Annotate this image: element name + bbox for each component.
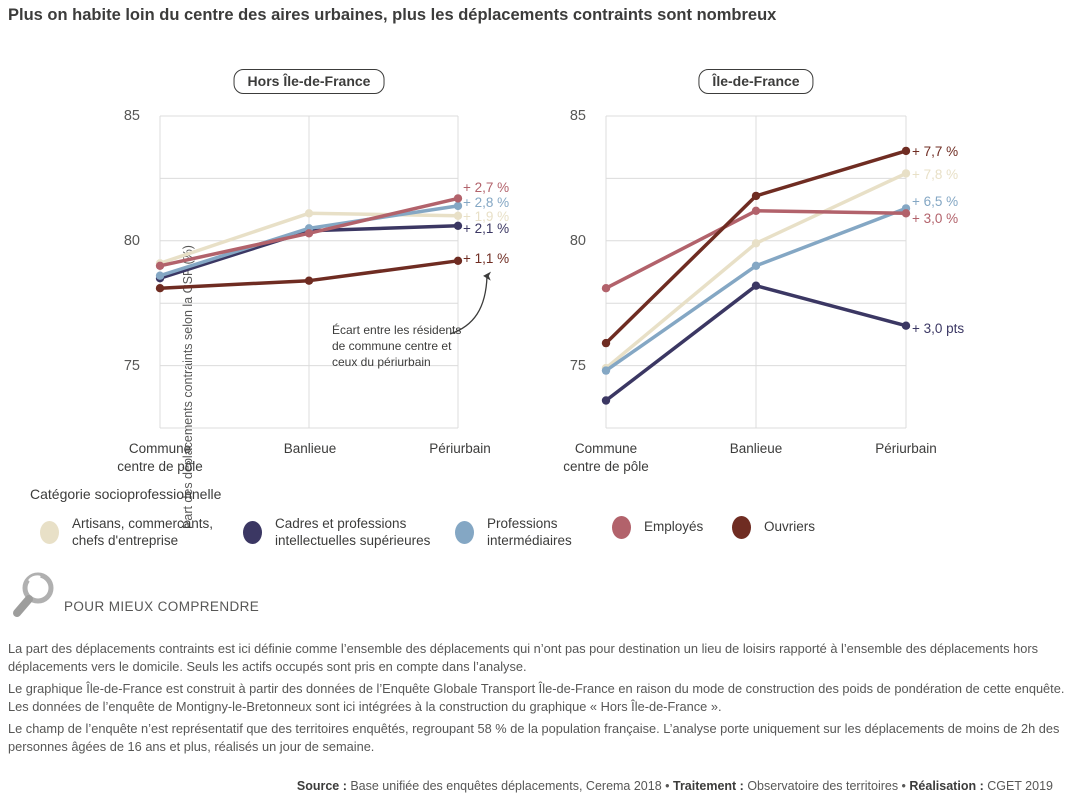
realisation-label: Réalisation : xyxy=(909,779,984,793)
y-tick-label: 75 xyxy=(569,357,586,374)
legend-item: Professions intermédiaires xyxy=(455,516,572,550)
data-point-steel xyxy=(601,366,611,375)
data-point-rose xyxy=(155,261,165,270)
gap-label-navy: + 2,1 % xyxy=(463,220,510,236)
legend-dot-icon xyxy=(612,516,631,539)
source-value: Base unifiée des enquêtes déplacements, … xyxy=(346,779,673,793)
legend-label: Professions intermédiaires xyxy=(487,516,572,548)
legend-label: Ouvriers xyxy=(764,519,816,535)
data-point-beige xyxy=(453,211,463,220)
note-paragraph-1: La part des déplacements contraints est … xyxy=(8,641,1039,675)
data-point-brown xyxy=(601,338,611,348)
gap-label-steel: + 2,8 % xyxy=(463,194,510,210)
data-point-brown xyxy=(901,146,911,156)
legend-label: Employés xyxy=(644,519,704,535)
legend-label: Cadres et professions intellectuelles su… xyxy=(275,516,431,548)
data-point-brown xyxy=(453,256,463,265)
y-tick-label: 85 xyxy=(569,108,586,124)
y-tick-label: 75 xyxy=(123,357,140,374)
legend-dot-icon xyxy=(40,521,59,545)
gap-label-beige: + 7,8 % xyxy=(912,167,959,183)
legend-label: Artisans, commercants, chefs d'entrepris… xyxy=(72,516,214,548)
legend-dot-icon xyxy=(455,521,474,545)
note-paragraph-2: Le graphique Île-de-France est construit… xyxy=(8,681,1065,715)
chart-hors-ile-de-france: Part des déplacements contraints selon l… xyxy=(117,108,509,529)
gap-label-rose: + 3,0 % xyxy=(912,211,959,227)
data-point-rose xyxy=(901,209,911,218)
legend: Artisans, commercants, chefs d'entrepris… xyxy=(0,516,1080,562)
y-tick-label: 80 xyxy=(569,232,586,249)
panel-label-idf: Île-de-France xyxy=(698,69,814,94)
data-point-rose xyxy=(304,229,314,238)
source-label: Source : xyxy=(296,779,347,793)
data-point-navy xyxy=(751,281,761,290)
x-tick-label: Périurbain xyxy=(875,441,937,456)
data-point-rose xyxy=(601,284,611,293)
x-tick-label: Banlieue xyxy=(729,441,783,456)
data-point-steel xyxy=(155,271,165,280)
legend-title: Catégorie socioprofessionnelle xyxy=(30,486,222,502)
legend-dot-icon xyxy=(732,516,751,539)
gap-label-navy: + 3,0 pts xyxy=(912,320,965,336)
legend-item: Artisans, commercants, chefs d'entrepris… xyxy=(40,516,213,550)
legend-dot-icon xyxy=(243,521,262,545)
y-tick-labels: 75 80 85 xyxy=(108,108,148,428)
realisation-value: CGET 2019 xyxy=(983,779,1053,793)
x-tick-label: Périurbain xyxy=(429,441,491,456)
magnifier-icon xyxy=(13,572,54,617)
chart-ile-de-france: 75 80 85 Commune centre de pôle Banlieue Pér… xyxy=(563,108,964,474)
data-point-navy xyxy=(453,221,463,230)
legend-item: Ouvriers xyxy=(732,516,815,539)
data-point-beige xyxy=(304,209,314,218)
data-point-navy xyxy=(601,396,611,405)
gap-label-rose: + 2,7 % xyxy=(463,180,510,196)
note-heading: POUR MIEUX COMPRENDRE xyxy=(64,599,260,614)
annotation-gap-explainer: Écart entre les résidents de commune cen… xyxy=(332,323,462,369)
data-point-rose xyxy=(751,206,761,215)
page-title: Plus on habite loin du centre des aires … xyxy=(8,6,777,24)
data-point-rose xyxy=(453,194,463,203)
y-tick-label: 80 xyxy=(123,232,140,249)
note-paragraph-3: Le champ de l’enquête n’est représentati… xyxy=(8,721,1060,755)
x-tick-label: Commune centre de pôle xyxy=(117,441,203,474)
traitement-value: Observatoire des territoires • xyxy=(743,779,910,793)
y-tick-label: 85 xyxy=(123,108,140,124)
traitement-label: Traitement : xyxy=(673,779,744,793)
data-point-brown xyxy=(751,191,761,201)
source-line: Source : Base unifiée des enquêtes dépla… xyxy=(297,779,1053,793)
data-point-navy xyxy=(901,321,911,330)
gap-label-steel: + 6,5 % xyxy=(912,194,959,210)
plot-area-idf xyxy=(601,115,911,429)
data-point-beige xyxy=(901,169,911,178)
data-point-steel xyxy=(751,261,761,270)
gap-label-beige: + 1,9 % xyxy=(463,208,510,224)
data-point-brown xyxy=(155,284,165,293)
data-point-beige xyxy=(751,239,761,248)
x-tick-label: Commune centre de pôle xyxy=(563,441,649,474)
gap-label-brown: + 1,1 % xyxy=(463,250,510,266)
x-tick-label: Banlieue xyxy=(283,441,337,456)
y-tick-labels: 75 80 85 xyxy=(554,108,594,428)
panel-label-hors-idf: Hors Île-de-France xyxy=(233,69,385,94)
data-point-brown xyxy=(304,276,314,285)
legend-item: Cadres et professions intellectuelles su… xyxy=(243,516,430,550)
legend-item: Employés xyxy=(612,516,703,539)
annotation-arrow-icon xyxy=(449,271,492,335)
data-point-steel xyxy=(453,201,463,211)
plot-area-hors-idf xyxy=(155,115,463,429)
gap-label-brown: + 7,7 % xyxy=(912,143,959,159)
